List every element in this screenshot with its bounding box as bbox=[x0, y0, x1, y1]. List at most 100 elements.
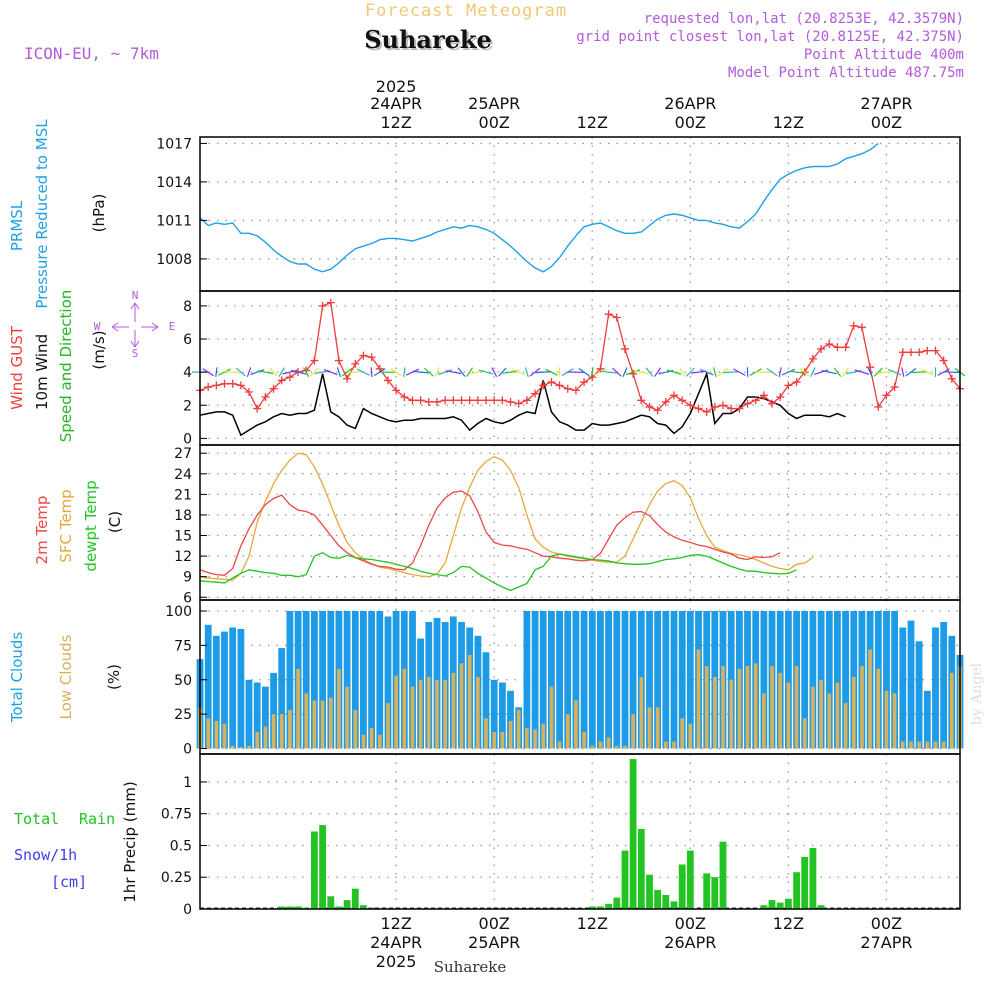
low-clouds-bar bbox=[279, 714, 284, 749]
y-tick-label: 6 bbox=[183, 590, 192, 606]
top-time-label: 12Z bbox=[773, 113, 804, 132]
low-clouds-bar bbox=[843, 703, 848, 749]
dewpt-temp-line bbox=[199, 551, 797, 592]
total-clouds-bar bbox=[270, 672, 277, 749]
low-clouds-bar bbox=[639, 677, 644, 749]
pressure-line bbox=[199, 142, 879, 273]
total-clouds-bar bbox=[915, 641, 923, 749]
low-clouds-bar bbox=[909, 741, 913, 749]
wind-direction-arrow bbox=[633, 370, 650, 375]
total-clouds-bar bbox=[482, 652, 490, 749]
wind-direction-arrow bbox=[713, 367, 717, 378]
wind-gust-marker bbox=[465, 396, 474, 405]
low-clouds-bar bbox=[239, 747, 243, 749]
total-clouds-bar bbox=[825, 611, 833, 749]
rain-bar bbox=[335, 906, 343, 909]
wind-gust-marker bbox=[498, 396, 507, 405]
clouds-unit: (%) bbox=[105, 664, 123, 690]
rain-bar bbox=[760, 905, 768, 909]
low-clouds-label: Low Clouds bbox=[57, 634, 75, 719]
wind-direction-arrow bbox=[558, 367, 561, 377]
low-clouds-bar bbox=[753, 663, 758, 749]
wind-speed-line bbox=[199, 371, 846, 437]
wind-gust-marker bbox=[645, 402, 654, 411]
panel-frame bbox=[199, 753, 961, 910]
low-clouds-bar bbox=[901, 741, 905, 749]
y-tick-label: 1011 bbox=[156, 213, 192, 229]
total-clouds-bar bbox=[883, 611, 890, 749]
low-clouds-bar bbox=[615, 745, 619, 749]
low-clouds-bar bbox=[418, 679, 423, 749]
total-clouds-bar bbox=[907, 620, 915, 749]
total-clouds-bar bbox=[302, 611, 310, 749]
bottom-time-label: 00Z bbox=[675, 914, 706, 933]
wind-gust-marker bbox=[212, 381, 221, 390]
y-tick-label: 8 bbox=[183, 299, 192, 315]
top-date-label: 27APR bbox=[860, 94, 912, 113]
low-clouds-bar bbox=[443, 679, 447, 749]
wind-direction-arrow bbox=[723, 371, 740, 374]
rain-bar bbox=[621, 850, 629, 909]
compass-s: S bbox=[132, 347, 139, 360]
wind-gust-marker bbox=[653, 406, 662, 415]
total-clouds-bar bbox=[654, 611, 661, 749]
wind-direction-arrow bbox=[600, 370, 617, 374]
low-clouds-bar bbox=[696, 649, 701, 749]
rain-bar bbox=[686, 850, 694, 909]
rain-bar bbox=[719, 841, 727, 909]
wind-direction-arrow bbox=[645, 367, 654, 377]
wind-direction-arrow bbox=[590, 367, 594, 378]
low-clouds-bar bbox=[623, 745, 627, 749]
watermark: by Angel bbox=[969, 662, 985, 725]
wind-gust-marker bbox=[866, 363, 875, 372]
wind-direction-arrow bbox=[403, 367, 406, 377]
low-clouds-bar bbox=[320, 700, 325, 749]
wind-direction-arrow bbox=[578, 368, 590, 377]
low-clouds-bar bbox=[402, 668, 407, 749]
wind-gust-marker bbox=[482, 396, 491, 405]
wind-direction-arrow bbox=[685, 367, 695, 377]
cloud-panel-labels: Total Clouds Low Clouds (%) bbox=[8, 632, 123, 724]
low-clouds-bar bbox=[312, 700, 317, 749]
low-clouds-bar bbox=[917, 741, 921, 749]
wind-gust-marker bbox=[408, 396, 417, 405]
panel-frame bbox=[199, 290, 961, 446]
wind-direction-arrow bbox=[717, 367, 729, 377]
rain-bar bbox=[311, 831, 318, 909]
low-clouds-bar bbox=[876, 668, 881, 749]
wind-gust-marker bbox=[359, 351, 368, 360]
wind-direction-arrow bbox=[800, 367, 810, 377]
wind-direction-arrow bbox=[622, 367, 628, 378]
wind-gust-marker bbox=[392, 386, 401, 395]
total-clouds-bar bbox=[801, 611, 809, 749]
low-clouds-bar bbox=[459, 663, 464, 749]
total-clouds-bar bbox=[670, 611, 678, 749]
wind-gust-marker bbox=[473, 396, 482, 405]
wind-direction-arrow bbox=[813, 369, 829, 375]
wind-direction-arrow bbox=[778, 367, 782, 378]
low-clouds-bar bbox=[394, 675, 398, 749]
wind-gust-line bbox=[199, 301, 961, 413]
wind-direction-arrow bbox=[781, 368, 796, 376]
wind-direction-arrow bbox=[498, 367, 507, 377]
wind-gust-marker bbox=[571, 386, 580, 395]
total-clouds-bar bbox=[580, 611, 588, 749]
top-time-label: 12Z bbox=[380, 113, 411, 132]
total-clouds-bar bbox=[368, 611, 375, 749]
wind-gust-marker bbox=[923, 346, 932, 355]
wind-gust-marker bbox=[719, 401, 728, 410]
wind-gust-marker bbox=[531, 389, 540, 398]
wind-direction-arrow bbox=[445, 370, 462, 375]
wind-gust-marker bbox=[441, 396, 450, 405]
low-clouds-bar bbox=[476, 677, 480, 749]
rain-bar bbox=[286, 906, 294, 909]
y-tick-label: 2 bbox=[183, 398, 192, 414]
wind-direction-arrow bbox=[535, 371, 552, 374]
y-tick-label: 9 bbox=[183, 570, 192, 586]
temp-2m-line bbox=[199, 490, 781, 576]
rain-bar bbox=[776, 902, 784, 909]
total-clouds-bar bbox=[351, 611, 359, 749]
wind-gust-marker bbox=[931, 346, 940, 355]
total-clouds-bar bbox=[343, 611, 351, 749]
low-clouds-bar bbox=[525, 727, 529, 749]
